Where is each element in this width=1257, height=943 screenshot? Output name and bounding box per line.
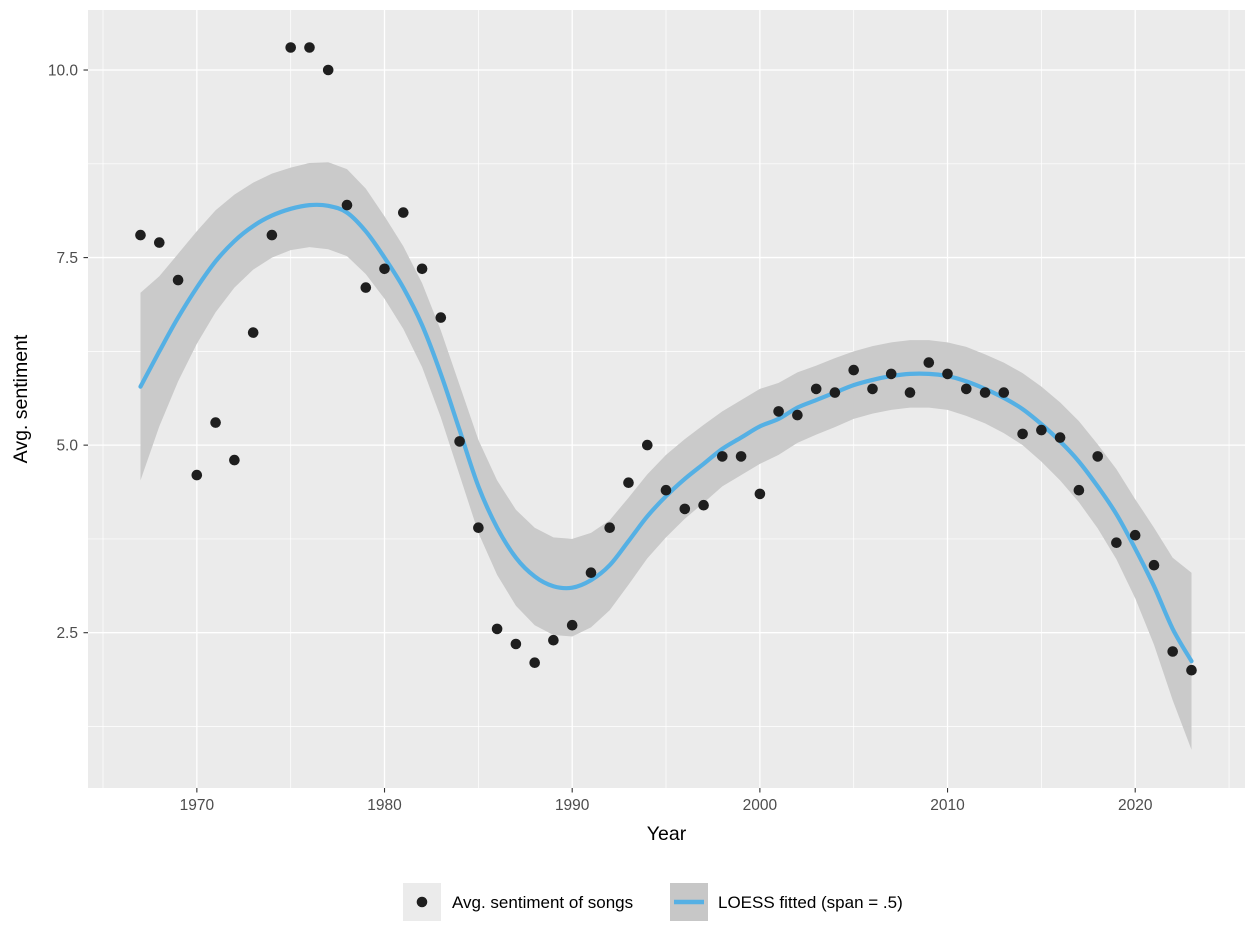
y-axis-tick-label: 10.0 bbox=[48, 62, 79, 79]
scatter-point bbox=[867, 383, 878, 395]
scatter-point bbox=[379, 263, 390, 275]
scatter-point bbox=[848, 364, 859, 376]
scatter-point bbox=[623, 477, 634, 489]
scatter-point bbox=[210, 417, 221, 428]
scatter-point bbox=[304, 42, 315, 53]
scatter-point bbox=[961, 383, 972, 395]
scatter-point bbox=[810, 383, 822, 395]
x-axis-tick-label: 2020 bbox=[1118, 797, 1153, 814]
scatter-point bbox=[1167, 646, 1178, 657]
scatter-point bbox=[1036, 424, 1047, 436]
legend-label-loess: LOESS fitted (span = .5) bbox=[718, 893, 903, 912]
scatter-point bbox=[360, 282, 372, 293]
y-axis-title: Avg. sentiment bbox=[10, 334, 32, 463]
scatter-point bbox=[979, 387, 991, 398]
y-axis-tick-label: 5.0 bbox=[56, 438, 78, 455]
scatter-point bbox=[1054, 432, 1066, 443]
scatter-point bbox=[942, 368, 953, 380]
scatter-point bbox=[566, 619, 578, 631]
scatter-point bbox=[679, 503, 691, 515]
scatter-point bbox=[435, 312, 447, 323]
scatter-point bbox=[717, 451, 728, 462]
scatter-point bbox=[416, 263, 428, 275]
scatter-point bbox=[473, 522, 484, 533]
scatter-point bbox=[454, 436, 465, 447]
scatter-point bbox=[229, 454, 240, 466]
scatter-point bbox=[191, 469, 203, 481]
x-axis-title: Year bbox=[647, 823, 687, 845]
scatter-point bbox=[172, 274, 184, 286]
scatter-point bbox=[1186, 664, 1197, 676]
x-axis-tick-label: 2010 bbox=[930, 797, 965, 814]
scatter-point bbox=[1092, 451, 1103, 462]
x-axis-tick-label: 1970 bbox=[180, 797, 215, 814]
scatter-point bbox=[285, 42, 297, 53]
scatter-point bbox=[398, 207, 409, 218]
scatter-point bbox=[1017, 428, 1028, 440]
scatter-point bbox=[1129, 529, 1141, 541]
scatter-point bbox=[341, 199, 353, 211]
confidence-ribbon bbox=[140, 162, 1192, 750]
x-axis-tick-label: 2000 bbox=[743, 797, 778, 814]
scatter-point bbox=[1073, 484, 1085, 496]
scatter-point bbox=[548, 634, 559, 646]
scatter-point bbox=[135, 229, 146, 241]
legend-label-points: Avg. sentiment of songs bbox=[452, 893, 633, 912]
scatter-point bbox=[529, 657, 540, 668]
loess-line bbox=[138, 202, 1194, 664]
scatter-point bbox=[792, 409, 803, 421]
scatter-point bbox=[266, 229, 278, 241]
scatter-point bbox=[773, 406, 784, 417]
scatter-point bbox=[491, 623, 503, 635]
panel-background bbox=[88, 10, 1245, 788]
scatter-point bbox=[510, 638, 522, 650]
scatter-point bbox=[1148, 559, 1160, 571]
scatter-point bbox=[1111, 537, 1122, 548]
y-axis-tick-label: 7.5 bbox=[56, 250, 78, 267]
scatter-point bbox=[247, 327, 259, 338]
scatter-point bbox=[904, 387, 916, 398]
scatter-point bbox=[998, 387, 1010, 398]
x-axis-tick-label: 1990 bbox=[555, 797, 590, 814]
scatter-point bbox=[585, 567, 597, 578]
scatter-point bbox=[698, 499, 709, 511]
scatter-point bbox=[735, 451, 747, 462]
scatter-point bbox=[660, 484, 672, 496]
x-axis-tick-label: 1980 bbox=[367, 797, 402, 814]
scatter-point bbox=[923, 357, 935, 368]
scatter-point bbox=[322, 64, 334, 76]
y-axis-tick-label: 2.5 bbox=[56, 625, 78, 642]
scatter-point bbox=[754, 488, 766, 500]
scatter-point bbox=[604, 522, 615, 533]
scatter-point bbox=[885, 368, 897, 380]
scatter-point bbox=[829, 387, 841, 398]
scatter-point bbox=[642, 439, 653, 451]
scatter-point bbox=[154, 237, 165, 248]
legend-point-marker bbox=[416, 896, 428, 908]
